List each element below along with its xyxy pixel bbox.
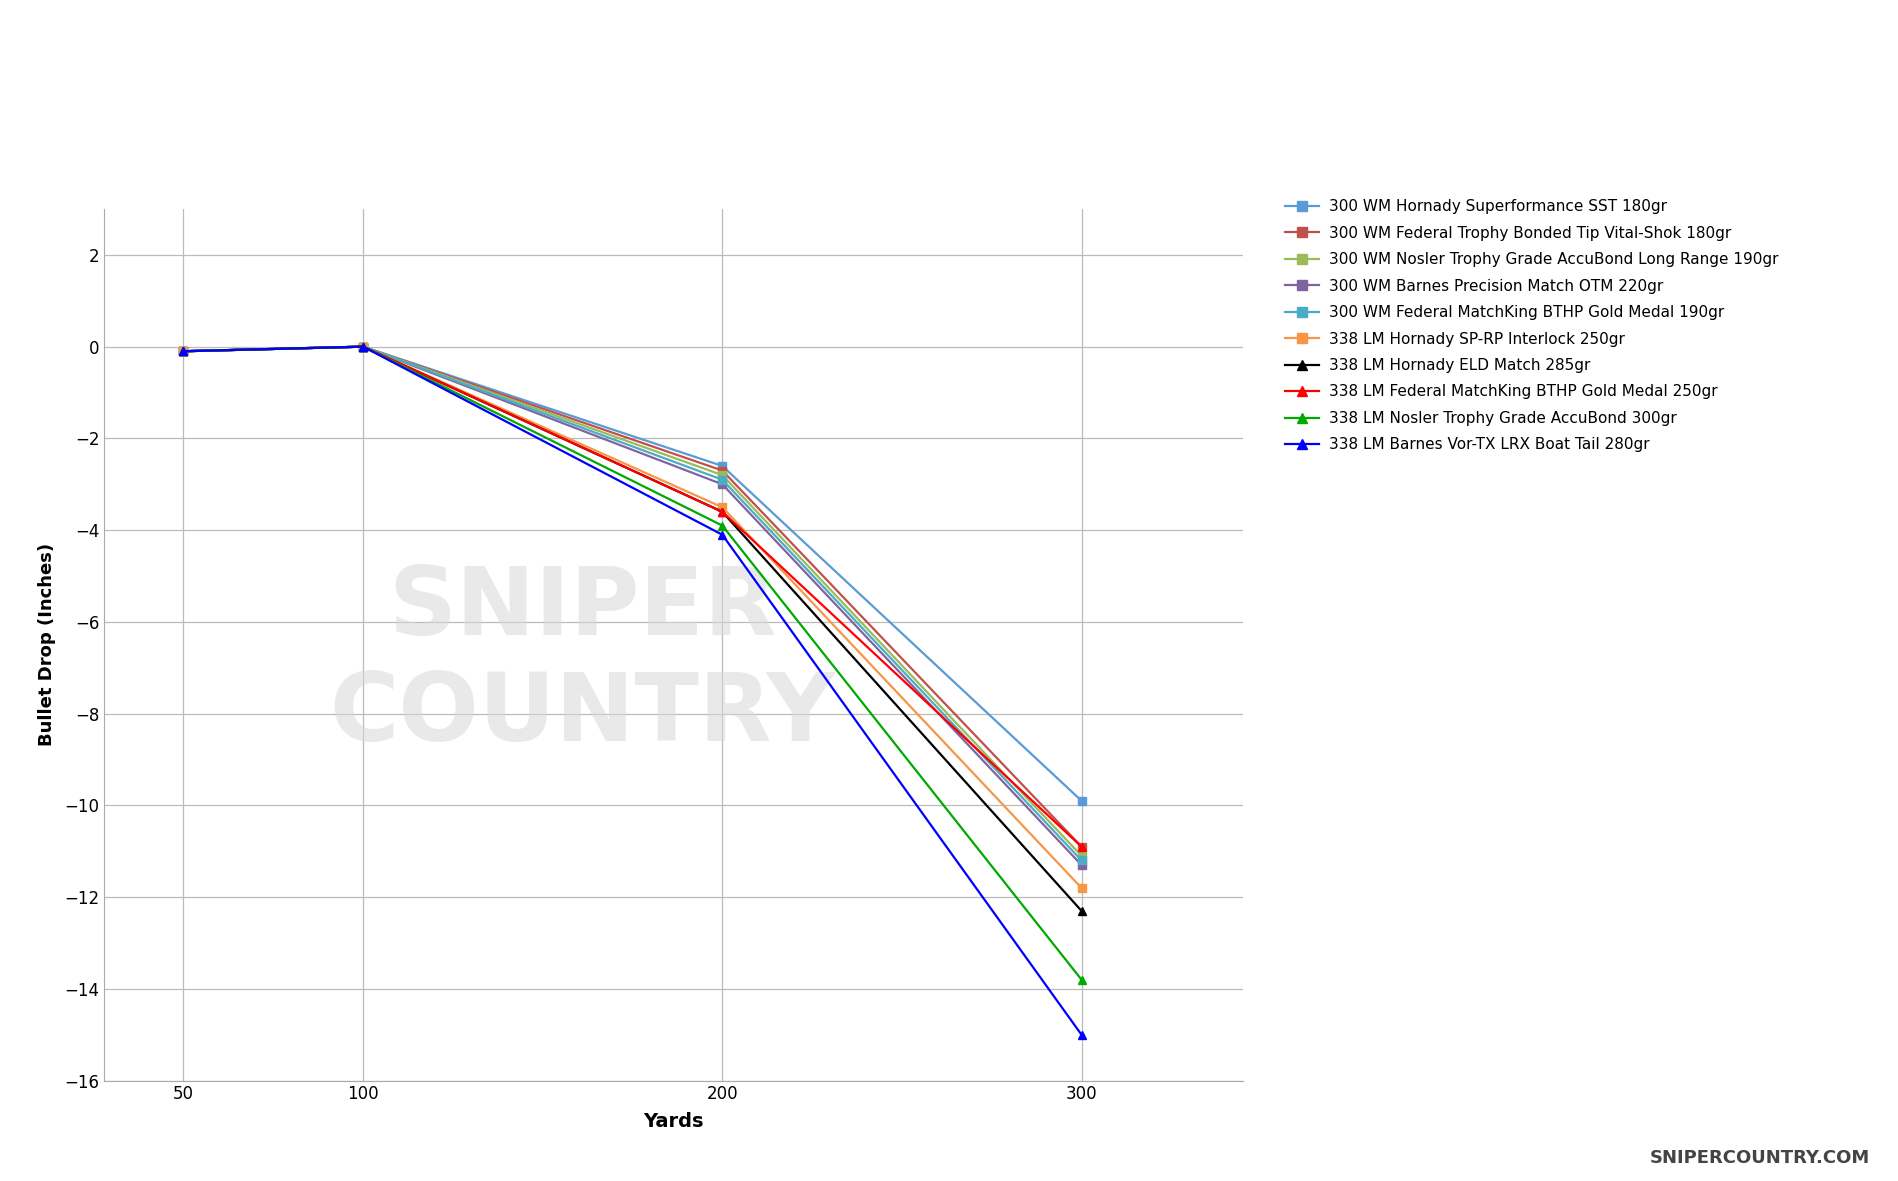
Line: 300 WM Hornady Superformance SST 180gr: 300 WM Hornady Superformance SST 180gr [178,342,1086,805]
338 LM Hornady SP-RP Interlock 250gr [351,340,374,354]
300 WM Barnes Precision Match OTM 220gr [173,344,195,358]
Text: SNIPER
COUNTRY: SNIPER COUNTRY [330,563,835,762]
Line: 338 LM Hornady ELD Match 285gr: 338 LM Hornady ELD Match 285gr [178,342,1086,915]
Line: 300 WM Barnes Precision Match OTM 220gr: 300 WM Barnes Precision Match OTM 220gr [178,342,1086,869]
300 WM Hornady Superformance SST 180gr [173,344,195,358]
300 WM Federal Trophy Bonded Tip Vital-Shok 180gr [351,340,374,354]
338 LM Barnes Vor-TX LRX Boat Tail 280gr [351,340,374,354]
338 LM Hornady ELD Match 285gr [351,340,374,354]
338 LM Nosler Trophy Grade AccuBond 300gr [712,518,735,533]
Line: 338 LM Nosler Trophy Grade AccuBond 300gr: 338 LM Nosler Trophy Grade AccuBond 300g… [178,342,1086,984]
300 WM Nosler Trophy Grade AccuBond Long Range 190gr [351,340,374,354]
338 LM Hornady SP-RP Interlock 250gr [1070,881,1093,895]
338 LM Nosler Trophy Grade AccuBond 300gr [173,344,195,358]
300 WM Federal MatchKing BTHP Gold Medal 190gr [712,472,735,487]
338 LM Hornady SP-RP Interlock 250gr [173,344,195,358]
338 LM Barnes Vor-TX LRX Boat Tail 280gr [1070,1027,1093,1042]
300 WM Barnes Precision Match OTM 220gr [712,477,735,491]
300 WM Barnes Precision Match OTM 220gr [1070,857,1093,872]
338 LM Barnes Vor-TX LRX Boat Tail 280gr [712,528,735,542]
300 WM Hornady Superformance SST 180gr [351,340,374,354]
338 LM Federal MatchKing BTHP Gold Medal 250gr [1070,840,1093,854]
Text: SHORT RANGE TRAJECTORY: SHORT RANGE TRAJECTORY [180,31,1718,129]
338 LM Federal MatchKing BTHP Gold Medal 250gr [173,344,195,358]
300 WM Nosler Trophy Grade AccuBond Long Range 190gr [173,344,195,358]
338 LM Hornady ELD Match 285gr [1070,903,1093,918]
338 LM Nosler Trophy Grade AccuBond 300gr [351,340,374,354]
338 LM Federal MatchKing BTHP Gold Medal 250gr [712,504,735,518]
X-axis label: Yards: Yards [643,1111,704,1131]
300 WM Federal MatchKing BTHP Gold Medal 190gr [1070,854,1093,868]
338 LM Hornady SP-RP Interlock 250gr [712,500,735,514]
300 WM Nosler Trophy Grade AccuBond Long Range 190gr [1070,849,1093,863]
Line: 300 WM Nosler Trophy Grade AccuBond Long Range 190gr: 300 WM Nosler Trophy Grade AccuBond Long… [178,342,1086,860]
Line: 300 WM Federal MatchKing BTHP Gold Medal 190gr: 300 WM Federal MatchKing BTHP Gold Medal… [178,342,1086,864]
Line: 300 WM Federal Trophy Bonded Tip Vital-Shok 180gr: 300 WM Federal Trophy Bonded Tip Vital-S… [178,342,1086,850]
300 WM Hornady Superformance SST 180gr [1070,794,1093,808]
300 WM Federal MatchKing BTHP Gold Medal 190gr [173,344,195,358]
Line: 338 LM Federal MatchKing BTHP Gold Medal 250gr: 338 LM Federal MatchKing BTHP Gold Medal… [178,342,1086,850]
338 LM Federal MatchKing BTHP Gold Medal 250gr [351,340,374,354]
Text: SNIPERCOUNTRY.COM: SNIPERCOUNTRY.COM [1649,1149,1870,1167]
Y-axis label: Bullet Drop (Inches): Bullet Drop (Inches) [38,543,57,746]
Legend: 300 WM Hornady Superformance SST 180gr, 300 WM Federal Trophy Bonded Tip Vital-S: 300 WM Hornady Superformance SST 180gr, … [1285,200,1778,452]
Line: 338 LM Hornady SP-RP Interlock 250gr: 338 LM Hornady SP-RP Interlock 250gr [178,342,1086,892]
Line: 338 LM Barnes Vor-TX LRX Boat Tail 280gr: 338 LM Barnes Vor-TX LRX Boat Tail 280gr [178,342,1086,1039]
338 LM Barnes Vor-TX LRX Boat Tail 280gr [173,344,195,358]
338 LM Hornady ELD Match 285gr [712,504,735,518]
338 LM Hornady ELD Match 285gr [173,344,195,358]
300 WM Hornady Superformance SST 180gr [712,459,735,474]
300 WM Nosler Trophy Grade AccuBond Long Range 190gr [712,468,735,482]
300 WM Federal Trophy Bonded Tip Vital-Shok 180gr [712,463,735,477]
300 WM Federal Trophy Bonded Tip Vital-Shok 180gr [1070,840,1093,854]
300 WM Federal MatchKing BTHP Gold Medal 190gr [351,340,374,354]
300 WM Barnes Precision Match OTM 220gr [351,340,374,354]
300 WM Federal Trophy Bonded Tip Vital-Shok 180gr [173,344,195,358]
338 LM Nosler Trophy Grade AccuBond 300gr [1070,973,1093,987]
